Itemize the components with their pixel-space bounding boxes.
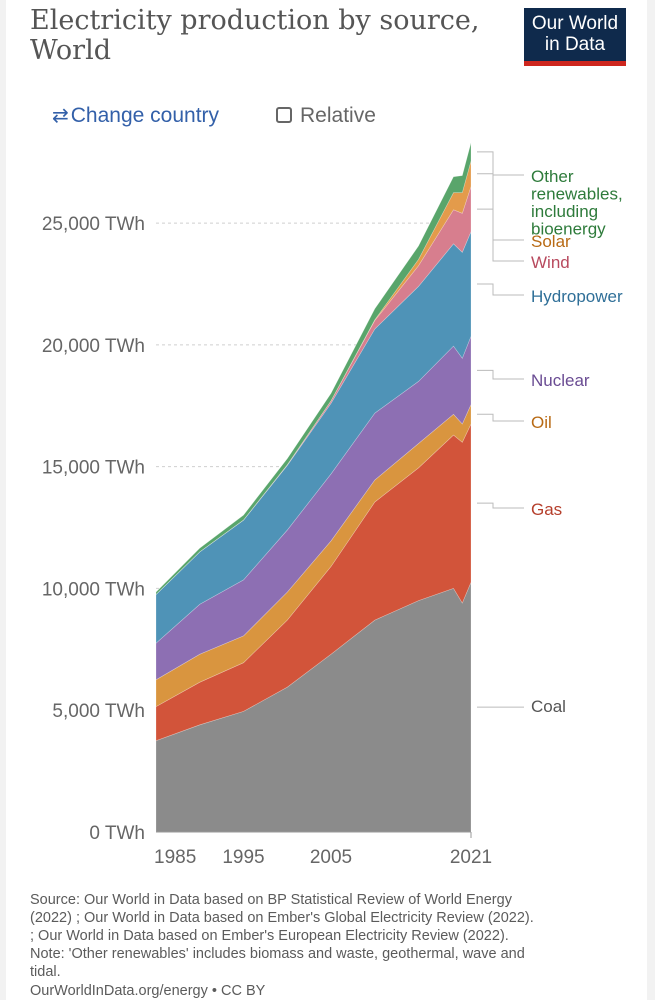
area-series xyxy=(155,142,472,833)
source-url-link[interactable]: OurWorldInData.org/energy • CC BY xyxy=(30,983,266,999)
area-solar[interactable] xyxy=(155,160,472,595)
legend-label-other-renewables-including-bioenergy[interactable]: Other xyxy=(531,167,574,186)
legend-label-hydropower[interactable]: Hydropower xyxy=(531,287,623,306)
x-tick-label: 1995 xyxy=(222,847,264,868)
legend-connector-hydropower xyxy=(477,283,524,296)
y-tick-label: 10,000 TWh xyxy=(42,579,145,600)
legend-connector-gas xyxy=(477,502,524,509)
legend-label-coal[interactable]: Coal xyxy=(531,697,566,716)
legend-label-nuclear[interactable]: Nuclear xyxy=(531,371,590,390)
axes: 0 TWh 5,000 TWh 10,000 TWh 15,000 TWh 20,000… xyxy=(42,214,492,868)
area-gas[interactable] xyxy=(155,423,472,742)
legend-connector-oil xyxy=(477,413,524,422)
relative-toggle[interactable]: Relative xyxy=(276,103,376,129)
x-tick-label: 1985 xyxy=(154,847,196,868)
y-tick-label: 25,000 TWh xyxy=(42,214,145,235)
logo-line-1: Our World xyxy=(531,13,619,34)
y-tick-label: 5,000 TWh xyxy=(52,701,145,722)
legend-connector-nuclear xyxy=(477,369,524,380)
stacked-area-chart: 0 TWh 5,000 TWh 10,000 TWh 15,000 TWh 20,000… xyxy=(42,142,623,868)
area-other-renewables-including-bioenergy[interactable] xyxy=(155,142,472,596)
x-tick-label: 2021 xyxy=(450,847,492,868)
chart-title: Electricity production by source, World xyxy=(30,5,480,66)
owid-logo[interactable]: Our World in Data xyxy=(524,8,626,66)
legend-connector-solar xyxy=(477,173,524,241)
legend-label-oil[interactable]: Oil xyxy=(531,413,552,432)
change-country-label: Change country xyxy=(70,104,220,127)
change-country-button[interactable]: ⇄Change country xyxy=(52,103,219,129)
logo-line-2: in Data xyxy=(544,34,606,55)
right-border xyxy=(647,0,655,1000)
source-line-1: Source: Our World in Data based on BP St… xyxy=(30,892,512,908)
y-tick-label: 20,000 TWh xyxy=(42,336,145,357)
source-line-3: ; Our World in Data based on Ember's Eur… xyxy=(30,928,509,944)
note-line-1: Note: 'Other renewables' includes biomas… xyxy=(30,946,525,962)
legend-connector-other-renewables-including-bioenergy xyxy=(477,151,524,176)
y-tick-label: 15,000 TWh xyxy=(42,458,145,479)
relative-label: Relative xyxy=(300,104,376,127)
left-border xyxy=(0,0,6,1000)
legend-connector-wind xyxy=(477,208,524,262)
relative-checkbox-icon[interactable] xyxy=(276,107,292,123)
legend-label-other-renewables-including-bioenergy[interactable]: renewables, xyxy=(531,185,623,204)
legend-label-wind[interactable]: Wind xyxy=(531,253,570,272)
source-line-2: (2022) ; Our World in Data based on Embe… xyxy=(30,910,534,926)
legend-label-other-renewables-including-bioenergy[interactable]: bioenergy xyxy=(531,220,606,239)
legend-label-gas[interactable]: Gas xyxy=(531,500,562,519)
swap-arrows-icon: ⇄ xyxy=(52,105,69,127)
area-nuclear[interactable] xyxy=(155,336,472,681)
x-tick-label: 2005 xyxy=(310,847,352,868)
legend: Coal Gas Oil Nuclear Hydropower Wind Solar Othe… xyxy=(477,151,623,716)
legend-label-solar[interactable]: Solar xyxy=(531,232,571,251)
chart-footer: Source: Our World in Data based on BP St… xyxy=(30,891,615,1000)
note-line-2: tidal. xyxy=(30,964,61,980)
area-hydropower[interactable] xyxy=(155,231,472,644)
area-wind[interactable] xyxy=(155,186,472,595)
y-tick-label: 0 TWh xyxy=(89,823,145,844)
logo-accent-bar xyxy=(524,61,626,66)
legend-label-other-renewables-including-bioenergy[interactable]: including xyxy=(531,202,598,221)
